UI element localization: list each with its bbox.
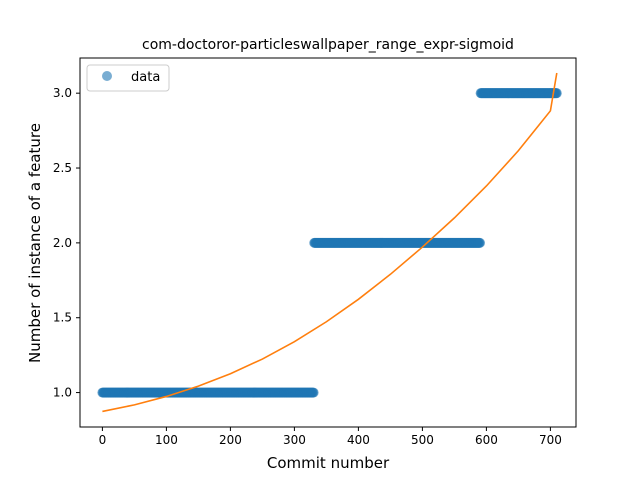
y-tick-label: 1.0 xyxy=(53,386,72,400)
x-tick-label: 200 xyxy=(219,433,242,447)
x-tick-label: 0 xyxy=(99,433,107,447)
legend-data-label: data xyxy=(131,70,160,85)
legend: data xyxy=(86,64,170,92)
x-tick-label: 500 xyxy=(411,433,434,447)
y-tick-label: 3.0 xyxy=(53,86,72,100)
y-tick-label: 2.0 xyxy=(53,236,72,250)
x-tick-label: 300 xyxy=(283,433,306,447)
y-tick-label: 2.5 xyxy=(53,161,72,175)
data-point xyxy=(475,237,485,248)
axes: 0 100 200 300 400 500 600 700 1.0 1.5 2.0 2.5 3.0 xyxy=(53,86,562,447)
plot-area xyxy=(97,72,562,413)
x-tick-label: 100 xyxy=(155,433,178,447)
x-axis-label: Commit number xyxy=(267,454,390,472)
data-point xyxy=(308,387,319,398)
x-tick-label: 700 xyxy=(539,433,562,447)
y-tick-label: 1.5 xyxy=(53,311,72,325)
chart-title: com-doctoror-particleswallpaper_range_ex… xyxy=(142,37,514,53)
x-tick-label: 600 xyxy=(475,433,498,447)
legend-data-marker xyxy=(102,71,112,81)
y-axis-label: Number of instance of a feature xyxy=(26,123,44,363)
fit-line xyxy=(102,72,558,413)
x-tick-label: 400 xyxy=(347,433,370,447)
